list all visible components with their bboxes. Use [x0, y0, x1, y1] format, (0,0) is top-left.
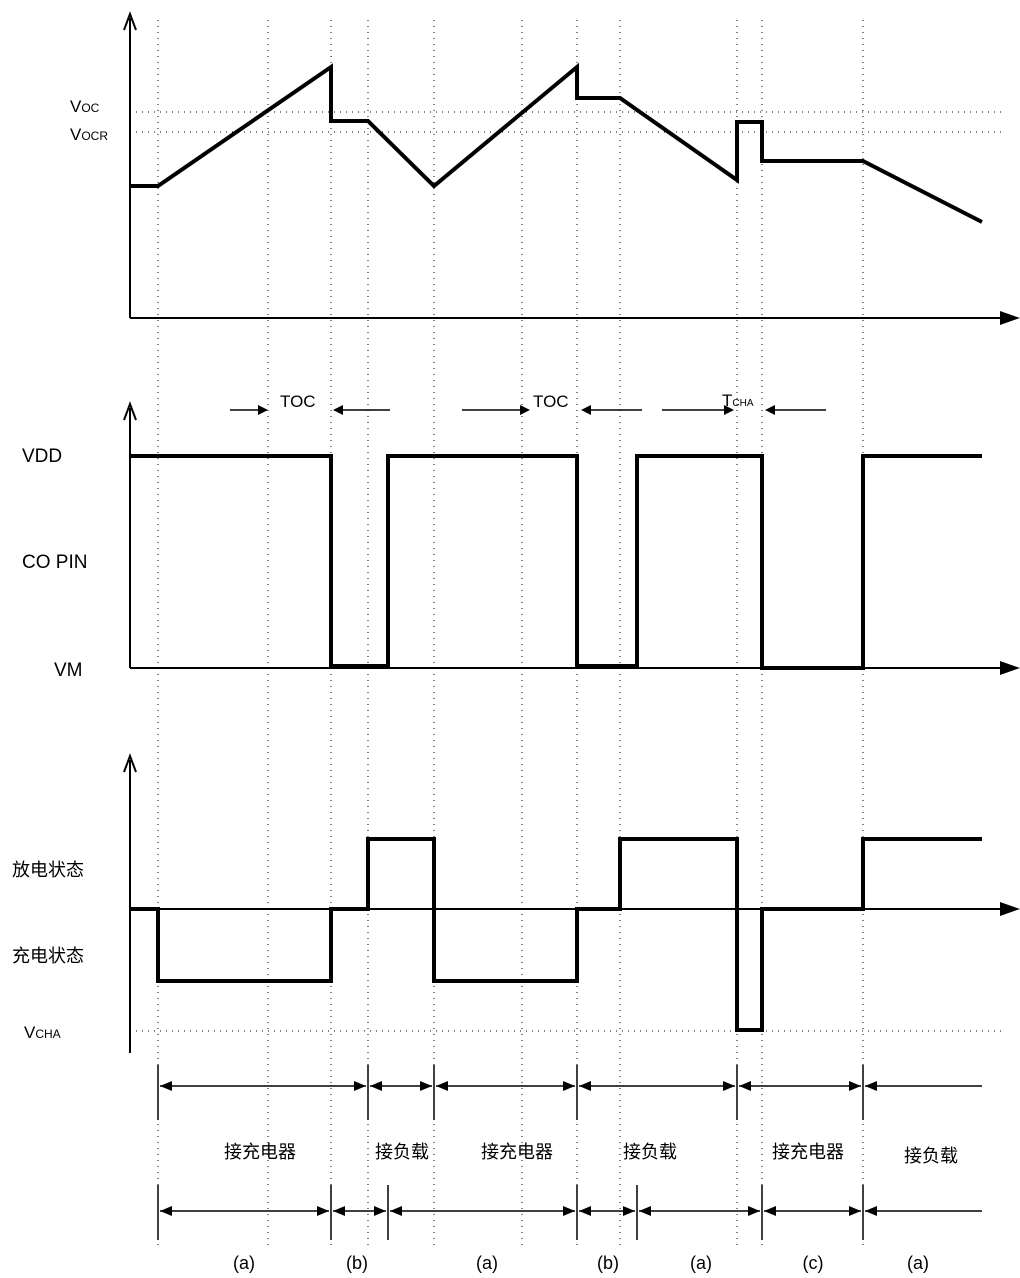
- phase-span-top-5: [739, 1081, 861, 1091]
- phase-label-top: 接充电器: [224, 1142, 296, 1163]
- state-waveform: [130, 837, 982, 1032]
- vm-label: VM: [54, 660, 83, 681]
- co-pin-panel: VDD CO PIN VM TOC TOC TCHA: [22, 391, 1020, 681]
- phase-span-top-3: [436, 1081, 575, 1091]
- toc-label-2: TOC: [533, 392, 569, 411]
- co-pin-waveform: [130, 454, 982, 670]
- charge-state-label: 充电状态: [12, 946, 84, 967]
- phase-label-top: 接负载: [623, 1142, 677, 1163]
- phase-row-bottom: (a) (b) (a) (b) (a) (c) (a): [157, 1185, 982, 1273]
- discharge-state-label: 放电状态: [12, 860, 84, 881]
- vertical-grid: [157, 20, 864, 1245]
- phase-span-bottom-6: [764, 1206, 861, 1216]
- phase-label-top: 接充电器: [772, 1142, 844, 1163]
- phase-label-top: 接充电器: [481, 1142, 553, 1163]
- phase-row-top: 接充电器 接负载 接充电器 接负载 接充电器 接负载: [157, 1065, 982, 1167]
- voltage-panel: VOC VOCR: [70, 11, 1020, 325]
- phase-label-top: 接负载: [375, 1142, 429, 1163]
- toc-label-1: TOC: [280, 392, 316, 411]
- phase-label-bottom: (b): [597, 1253, 619, 1273]
- co-pin-label: CO PIN: [22, 552, 87, 573]
- phase-span-bottom-4: [579, 1206, 635, 1216]
- voc-label: VOC: [70, 97, 100, 116]
- phase-span-bottom-3: [390, 1206, 575, 1216]
- phase-span-top-2: [370, 1081, 432, 1091]
- cell-voltage-waveform: [130, 62, 983, 224]
- phase-span-bottom-1: [160, 1206, 329, 1216]
- vocr-label: VOCR: [70, 125, 108, 144]
- phase-span-bottom-5: [639, 1206, 760, 1216]
- phase-span-bottom-7: [865, 1206, 982, 1216]
- phase-span-bottom-2: [333, 1206, 386, 1216]
- tcha-marker: TCHA: [662, 391, 826, 415]
- toc-marker-2: TOC: [462, 392, 642, 415]
- vdd-label: VDD: [22, 446, 62, 467]
- phase-label-bottom: (a): [476, 1253, 498, 1273]
- phase-label-bottom: (a): [690, 1253, 712, 1273]
- tcha-label: TCHA: [722, 391, 754, 410]
- toc-marker-1: TOC: [230, 392, 390, 415]
- phase-span-top-4: [579, 1081, 735, 1091]
- phase-span-top-6: [865, 1081, 982, 1091]
- phase-label-bottom: (a): [233, 1253, 255, 1273]
- phase-label-bottom: (a): [907, 1253, 929, 1273]
- phase-label-bottom: (b): [346, 1253, 368, 1273]
- state-panel: 放电状态 充电状态 VCHA: [12, 753, 1020, 1053]
- phase-label-top: 接负载: [904, 1146, 958, 1167]
- vcha-label: VCHA: [24, 1023, 61, 1042]
- phase-label-bottom: (c): [803, 1253, 824, 1273]
- phase-span-top-1: [160, 1081, 366, 1091]
